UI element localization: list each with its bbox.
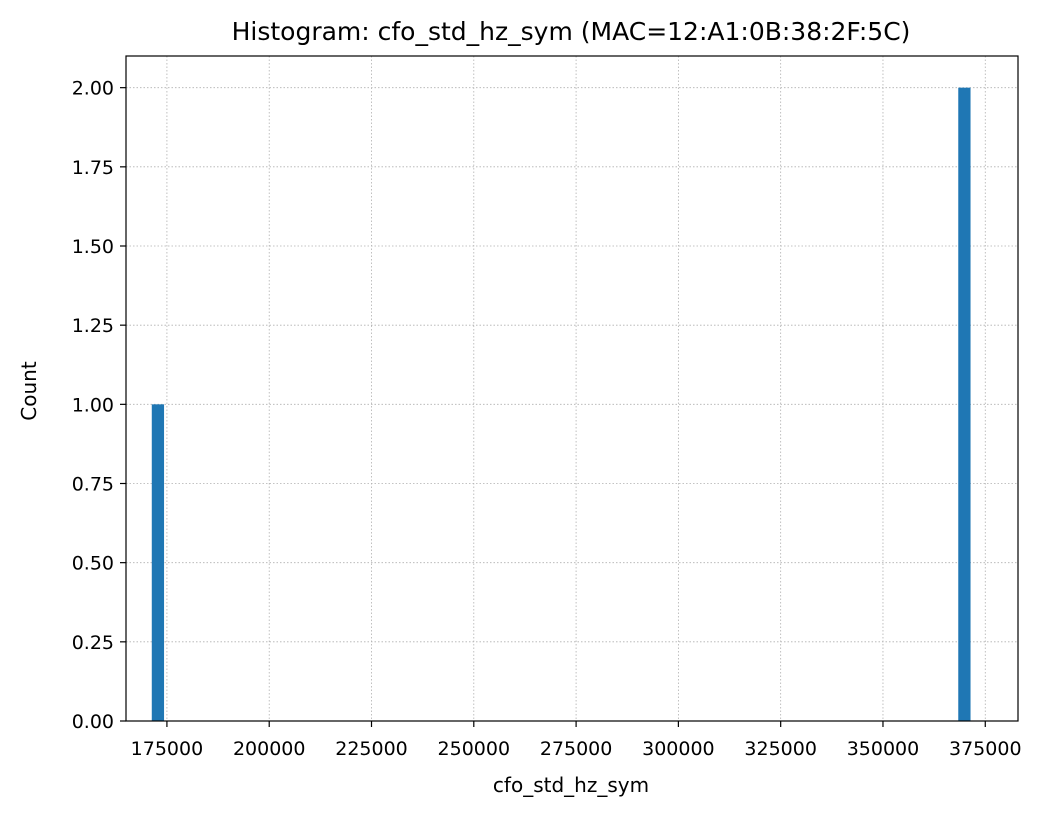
y-tick-label: 1.75 <box>72 157 114 179</box>
y-tick-label: 0.75 <box>72 474 114 496</box>
chart-title: Histogram: cfo_std_hz_sym (MAC=12:A1:0B:… <box>232 17 911 46</box>
x-tick-label: 300000 <box>642 738 715 760</box>
histogram-bar <box>958 87 971 721</box>
plot-frame <box>125 55 1019 722</box>
x-tick-label: 375000 <box>949 738 1022 760</box>
y-tick-label: 1.25 <box>72 315 114 337</box>
y-axis-label: Count <box>17 361 41 421</box>
y-tick-label: 2.00 <box>72 78 114 100</box>
grid-lines <box>126 56 1018 722</box>
bars <box>151 87 971 721</box>
y-tick-label: 0.00 <box>72 711 114 733</box>
x-axis: 175000 200000 225000 250000 275000 300000 3250… <box>131 721 1022 760</box>
x-tick-label: 225000 <box>335 738 408 760</box>
x-tick-label: 325000 <box>744 738 817 760</box>
x-tick-label: 350000 <box>847 738 920 760</box>
x-tick-label: 275000 <box>540 738 613 760</box>
histogram-bar <box>151 404 165 721</box>
y-tick-label: 1.50 <box>72 236 114 258</box>
x-tick-label: 250000 <box>438 738 511 760</box>
y-tick-label: 0.50 <box>72 553 114 575</box>
x-tick-label: 175000 <box>131 738 204 760</box>
x-tick-label: 200000 <box>233 738 306 760</box>
x-axis-label: cfo_std_hz_sym <box>493 773 649 797</box>
y-tick-label: 0.25 <box>72 632 114 654</box>
y-tick-label: 1.00 <box>72 394 114 416</box>
y-axis: 0.00 0.25 0.50 0.75 1.00 1.25 1.50 1.75 2.00 <box>72 78 126 733</box>
